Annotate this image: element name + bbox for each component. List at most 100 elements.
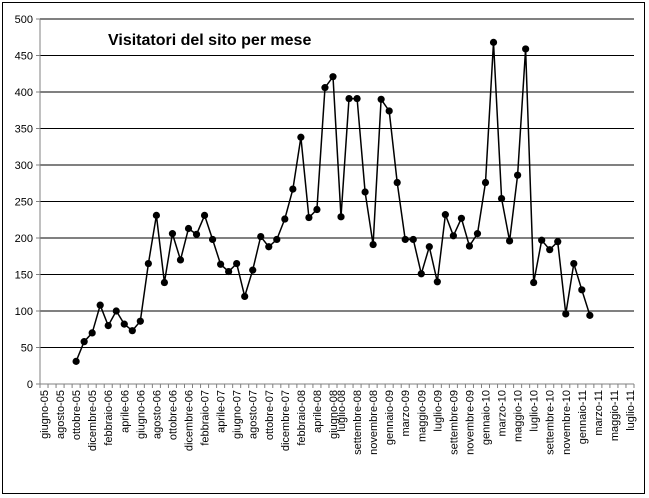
data-point: [530, 278, 538, 287]
x-tick-label: settembre-10: [545, 390, 557, 455]
data-point: [385, 107, 393, 115]
data-point: [184, 224, 193, 233]
data-point: [112, 307, 120, 315]
data-point: [514, 171, 522, 179]
data-point: [449, 232, 457, 240]
data-point: [104, 322, 112, 330]
x-tick-label: ottobre-05: [71, 390, 83, 440]
x-tick-labels: giugno-05 agosto-05 ottobre-05 dicembre-05 f…: [39, 390, 637, 455]
data-point: [160, 278, 169, 287]
data-point: [321, 84, 329, 92]
data-point: [192, 230, 201, 238]
x-tick-label: settembre-09: [448, 390, 460, 455]
data-point: [200, 211, 209, 219]
data-point: [489, 38, 498, 46]
x-tick-label: dicembre-05: [87, 390, 99, 451]
data-point: [546, 246, 554, 254]
x-tick-label: febbraio-08: [296, 390, 308, 446]
x-tick-label: gennaio-09: [384, 390, 396, 445]
data-point: [457, 214, 466, 222]
data-point: [522, 45, 530, 53]
y-tick-label: 250: [15, 197, 33, 209]
data-point: [265, 243, 273, 251]
y-tick-label: 400: [15, 87, 33, 99]
data-point: [152, 211, 160, 219]
data-point: [417, 270, 425, 278]
y-tick-label: 300: [15, 160, 33, 172]
x-tick-label: ottobre-07: [264, 390, 276, 440]
x-tick-label: giugno-08: [328, 390, 340, 439]
x-tick-label: marzo-09: [400, 390, 412, 436]
y-tick-label: 150: [15, 270, 33, 282]
data-point: [409, 235, 417, 244]
data-point: [281, 215, 289, 223]
y-tick-label: 0: [27, 379, 33, 391]
data-point: [297, 133, 305, 141]
data-point: [505, 237, 514, 245]
data-point: [401, 235, 409, 244]
data-points: [72, 38, 594, 365]
chart-frame: [2, 2, 645, 494]
data-point: [473, 230, 482, 238]
data-point: [208, 235, 217, 244]
data-point: [233, 259, 241, 268]
data-point: [305, 213, 313, 222]
x-tick-label: marzo-10: [497, 390, 509, 436]
x-tick-label: maggio-09: [416, 390, 428, 442]
data-point: [393, 178, 401, 187]
gridlines: [40, 18, 634, 348]
data-point: [586, 311, 594, 319]
y-tick-label: 50: [21, 343, 33, 355]
axes: [36, 18, 635, 388]
x-tick-label: aprile-08: [312, 390, 324, 433]
data-point: [88, 329, 96, 337]
data-point: [361, 188, 369, 196]
data-point: [289, 185, 297, 193]
data-point: [217, 260, 225, 268]
data-point: [136, 317, 144, 325]
data-point: [481, 178, 490, 187]
data-point: [257, 232, 265, 241]
data-point: [176, 256, 185, 264]
data-point: [313, 205, 321, 214]
data-point: [337, 213, 345, 221]
data-point: [80, 338, 88, 346]
x-tick-label: maggio-10: [513, 390, 525, 442]
x-tick-label: aprile-06: [119, 390, 131, 433]
data-point: [72, 357, 80, 365]
x-tick-label: ottobre-06: [167, 390, 179, 440]
data-point: [144, 259, 152, 268]
data-point: [425, 243, 433, 251]
y-tick-label: 450: [15, 51, 33, 63]
data-point: [168, 230, 177, 238]
x-tick-label: dicembre-06: [184, 390, 196, 451]
data-point: [497, 194, 506, 203]
y-tick-labels: 0 50 100 150 200 250 300 350 400 450 500: [15, 14, 33, 391]
data-point: [353, 94, 361, 103]
x-tick-label: agosto-05: [55, 390, 67, 439]
y-tick-label: 500: [15, 14, 33, 26]
x-tick-label: novembre-10: [561, 390, 573, 455]
y-tick-label: 350: [15, 124, 33, 136]
x-tick-label: luglio-11: [625, 390, 637, 431]
x-tick-label: giugno-05: [39, 390, 51, 439]
x-tick-label: aprile-07: [216, 390, 228, 433]
data-point: [578, 286, 586, 294]
data-point: [562, 310, 570, 318]
y-tick-label: 100: [15, 306, 33, 318]
data-point: [120, 320, 128, 328]
x-tick-label: luglio-08: [336, 390, 348, 432]
x-tick-label: giugno-06: [135, 390, 147, 439]
x-tick-label: novembre-09: [464, 390, 476, 455]
data-point: [465, 242, 474, 250]
x-tick-label: agosto-06: [151, 390, 163, 439]
data-point: [96, 301, 104, 309]
x-tick-label: febbraio-06: [103, 390, 115, 446]
data-point: [241, 292, 249, 300]
x-tick-label: dicembre-07: [280, 390, 292, 451]
x-tick-label: maggio-11: [609, 390, 621, 441]
chart-title: Visitatori del sito per mese: [108, 32, 311, 49]
data-point: [377, 95, 385, 103]
x-tick-label: settembre-08: [352, 390, 364, 455]
